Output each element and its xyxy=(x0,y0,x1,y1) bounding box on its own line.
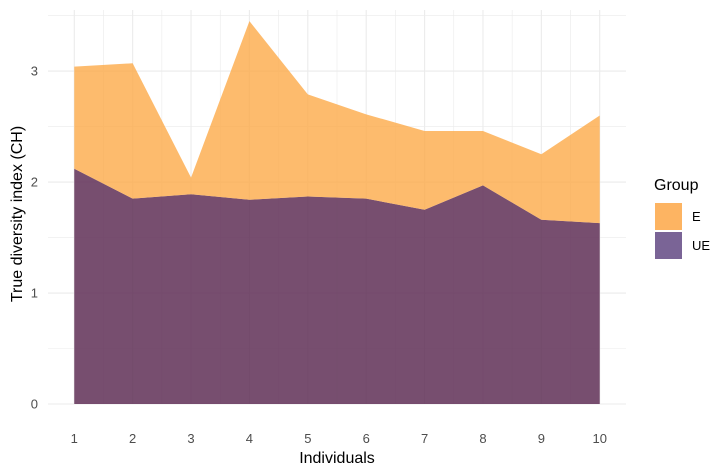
x-tick-label: 10 xyxy=(592,431,606,446)
y-tick-labels: 0 1 2 3 xyxy=(31,64,38,412)
x-tick-label: 7 xyxy=(421,431,428,446)
legend-entries: E UE xyxy=(655,203,710,259)
legend-title: Group xyxy=(654,177,699,194)
y-tick-label: 0 xyxy=(31,397,38,412)
y-tick-label: 1 xyxy=(31,286,38,301)
legend: Group E UE xyxy=(654,177,710,259)
y-tick-label: 2 xyxy=(31,175,38,190)
legend-label-e: E xyxy=(692,209,701,224)
x-tick-label: 1 xyxy=(71,431,78,446)
x-axis-title: Individuals xyxy=(299,450,375,467)
x-tick-label: 4 xyxy=(246,431,253,446)
x-tick-label: 6 xyxy=(363,431,370,446)
x-tick-label: 5 xyxy=(304,431,311,446)
x-tick-label: 3 xyxy=(187,431,194,446)
legend-key-e xyxy=(655,203,682,230)
legend-key-ue xyxy=(655,232,682,259)
x-tick-label: 9 xyxy=(538,431,545,446)
area-ue xyxy=(74,168,600,404)
legend-label-ue: UE xyxy=(692,238,710,253)
area-series xyxy=(74,21,600,404)
y-axis-title: True diversity index (CH) xyxy=(9,126,26,302)
area-e xyxy=(74,21,600,224)
x-tick-label: 2 xyxy=(129,431,136,446)
y-tick-label: 3 xyxy=(31,64,38,79)
x-tick-label: 8 xyxy=(479,431,486,446)
x-tick-labels: 1 2 3 4 5 6 7 8 9 10 xyxy=(71,431,607,446)
